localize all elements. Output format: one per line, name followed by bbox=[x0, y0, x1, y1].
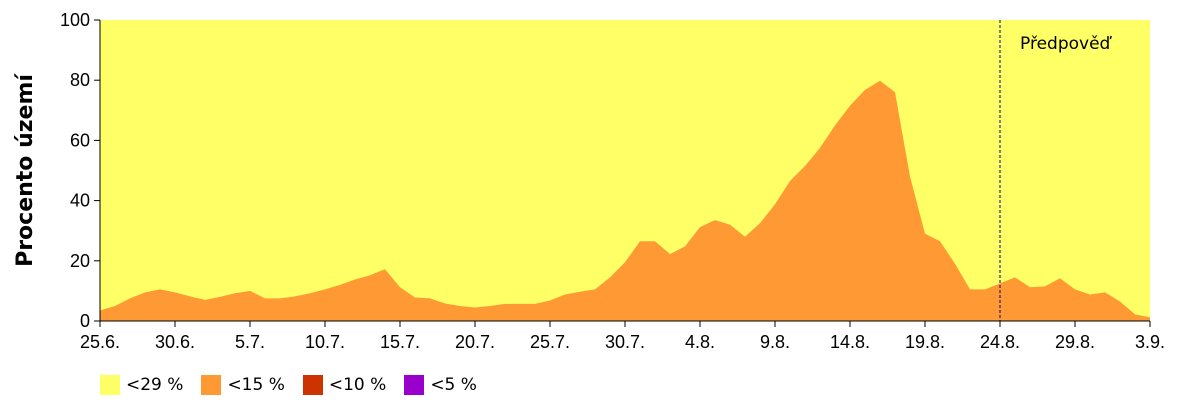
x-tick-label: 10.7. bbox=[305, 332, 345, 352]
x-tick-label: 4.8. bbox=[685, 332, 715, 352]
x-tick-label: 9.8. bbox=[760, 332, 790, 352]
legend-item: <15 % bbox=[201, 375, 285, 395]
chart-axes: Předpověď 0 20 40 60 80 100 25.6. 30.6. 5.7. 10.… bbox=[13, 10, 1165, 352]
legend-item: <5 % bbox=[404, 375, 477, 395]
legend-swatch bbox=[201, 375, 222, 395]
legend: <29 % <15 % <10 % <5 % bbox=[100, 372, 495, 398]
legend-label: <15 % bbox=[227, 375, 285, 395]
y-tick-label: 20 bbox=[70, 251, 90, 271]
y-ticks: 0 20 40 60 80 100 bbox=[60, 10, 100, 331]
legend-label: <10 % bbox=[328, 375, 387, 395]
legend-item: <10 % bbox=[302, 375, 387, 395]
y-tick-label: 0 bbox=[80, 311, 90, 331]
series-layer bbox=[100, 80, 1150, 321]
x-tick-label: 25.7. bbox=[530, 332, 570, 352]
series-area-0 bbox=[100, 80, 1150, 321]
x-ticks: 25.6. 30.6. 5.7. 10.7. 15.7. 20.7. 25.7. 30.7. 4… bbox=[80, 321, 1165, 352]
y-tick-label: 40 bbox=[70, 191, 90, 211]
x-tick-label: 5.7. bbox=[235, 332, 265, 352]
legend-swatch bbox=[404, 375, 425, 395]
legend-label: <29 % bbox=[126, 375, 184, 395]
x-tick-label: 25.6. bbox=[80, 332, 120, 352]
x-tick-label: 14.8. bbox=[830, 332, 870, 352]
x-tick-label: 3.9. bbox=[1135, 332, 1165, 352]
y-tick-label: 100 bbox=[60, 10, 90, 30]
x-tick-label: 15.7. bbox=[380, 332, 420, 352]
x-tick-label: 20.7. bbox=[455, 332, 495, 352]
x-tick-label: 30.6. bbox=[155, 332, 195, 352]
x-tick-label: 29.8. bbox=[1055, 332, 1095, 352]
forecast-label: Předpověď bbox=[1020, 34, 1113, 54]
x-tick-label: 30.7. bbox=[605, 332, 645, 352]
y-tick-label: 80 bbox=[70, 70, 90, 90]
chart: Předpověď 0 20 40 60 80 100 25.6. 30.6. 5.7. 10.… bbox=[13, 10, 1165, 352]
x-tick-label: 19.8. bbox=[905, 332, 945, 352]
x-tick-label: 24.8. bbox=[980, 332, 1020, 352]
y-axis-label: Procento území bbox=[13, 73, 38, 267]
legend-swatch bbox=[302, 375, 323, 395]
legend-item: <29 % bbox=[100, 375, 183, 395]
y-tick-label: 60 bbox=[70, 130, 90, 150]
legend-swatch bbox=[100, 375, 120, 395]
legend-label: <5 % bbox=[430, 375, 477, 395]
